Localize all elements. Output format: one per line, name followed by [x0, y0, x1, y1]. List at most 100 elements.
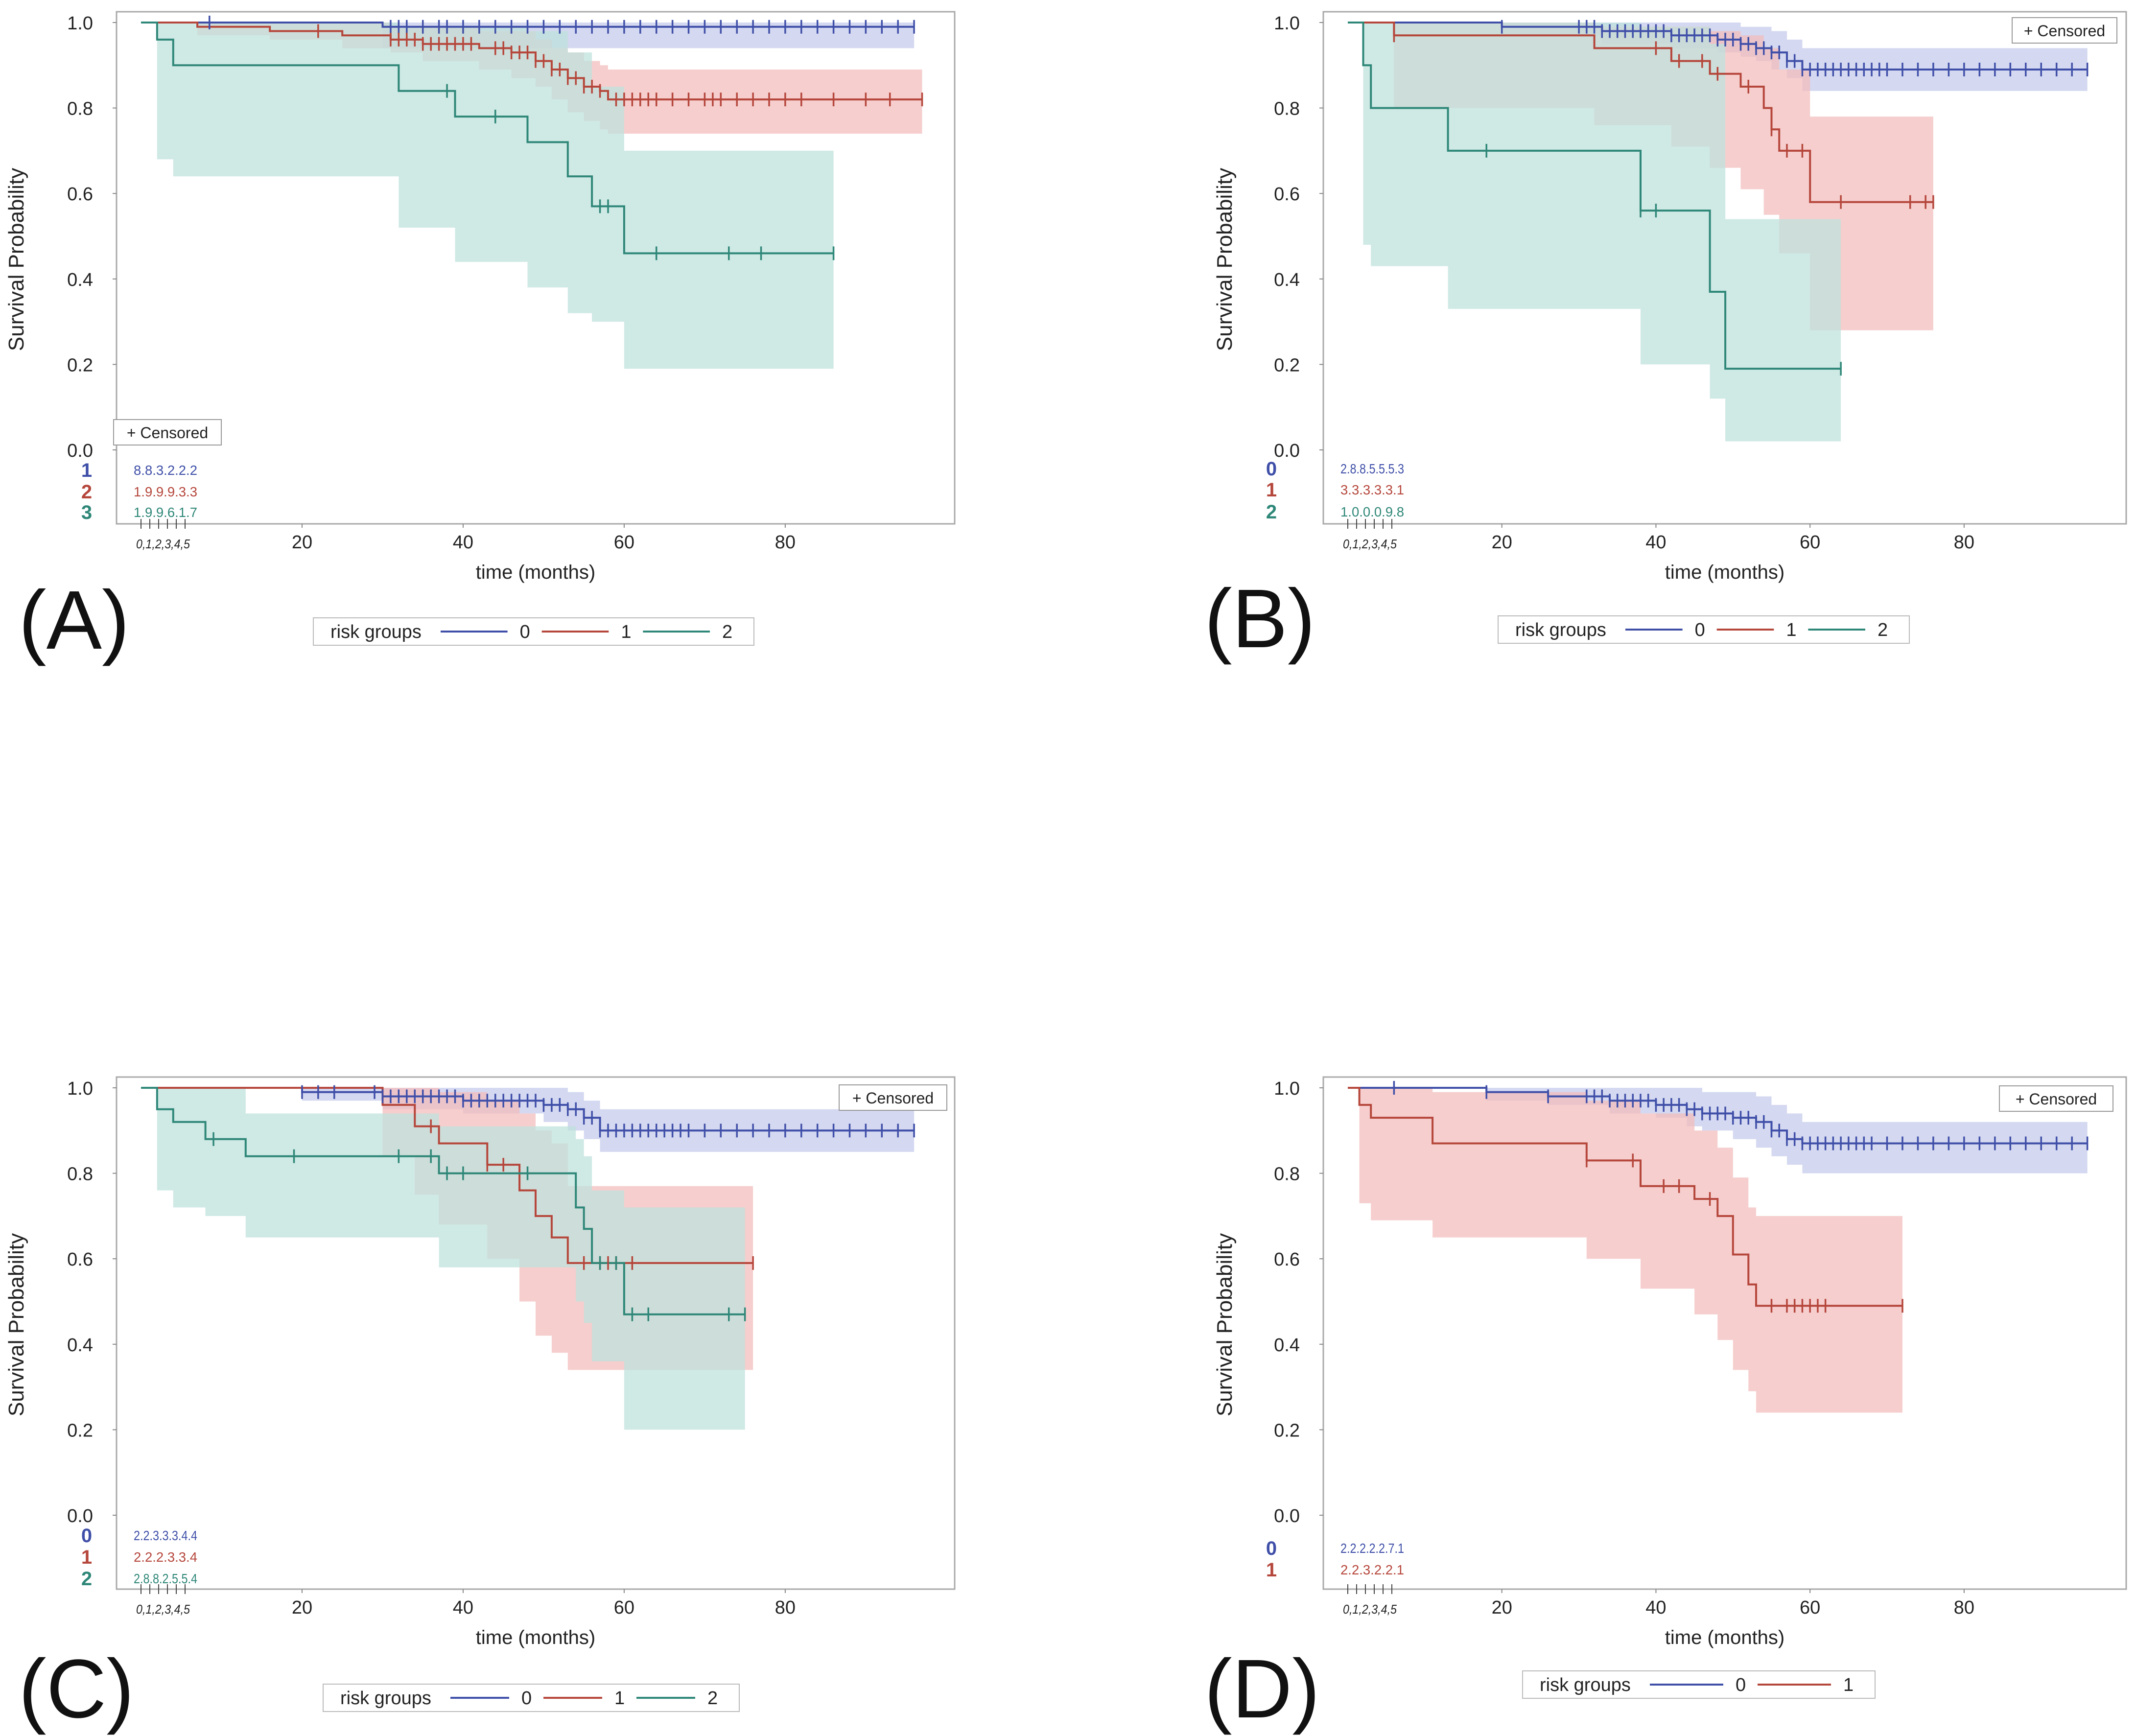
legend-label-series-1: 1	[621, 622, 631, 642]
survival-line-series-2	[141, 22, 834, 255]
y-tick-label: 0.4	[67, 1335, 93, 1356]
x-tick-label: 20	[292, 532, 312, 553]
x-tick-label: 40	[453, 532, 473, 553]
risk-table-numbers: 3.3.3.3.3.1	[1340, 482, 1404, 497]
survival-line-series-1	[1348, 22, 1933, 203]
panel-label: (A)	[19, 574, 130, 667]
risk-table-group-label: 1	[81, 460, 92, 481]
y-axis-label: Survival Probability	[1213, 168, 1237, 351]
y-tick-label: 1.0	[67, 13, 93, 34]
x-tick-label: 20	[1492, 1597, 1512, 1618]
x-tick-label-crowded: 0,1,2,3,4,5	[1343, 1602, 1397, 1617]
censored-legend-box	[113, 419, 222, 446]
risk-table-numbers: 1.9.9.6.1.7	[134, 505, 197, 520]
x-tick-label: 40	[1645, 532, 1666, 553]
x-tick-label: 80	[775, 1597, 796, 1618]
risk-table-group-label: 1	[1266, 479, 1277, 501]
risk-table-numbers: 2.2.2.2.2.7.1	[1340, 1541, 1404, 1556]
y-tick-label: 0.6	[1274, 184, 1300, 205]
legend-label-series-0: 0	[520, 622, 530, 642]
risk-table-numbers: 8.8.3.2.2.2	[134, 463, 197, 478]
x-tick-label-crowded: 0,1,2,3,4,5	[1343, 537, 1397, 551]
y-tick-label: 0.8	[67, 1164, 93, 1185]
x-tick-label: 20	[292, 1597, 312, 1618]
risk-table-group-label: 0	[1266, 1538, 1277, 1559]
censored-legend-box	[1999, 1085, 2113, 1112]
x-tick-label: 60	[614, 1597, 634, 1618]
legend-label-series-1: 1	[1843, 1675, 1854, 1695]
panel-label: (B)	[1204, 572, 1315, 665]
risk-table-numbers: 2.8.8.5.5.5.3	[1340, 461, 1404, 476]
x-tick-label: 60	[614, 532, 634, 553]
censored-legend-text: + Censored	[2016, 1090, 2097, 1108]
y-tick-label: 0.8	[67, 99, 93, 119]
x-axis-label: time (months)	[476, 562, 596, 583]
y-tick-label: 0.2	[67, 355, 93, 375]
x-tick-label: 80	[775, 532, 796, 553]
legend-title: risk groups	[1540, 1675, 1631, 1695]
x-tick-label: 40	[1645, 1597, 1666, 1618]
y-tick-label: 0.6	[67, 1249, 93, 1270]
crowded-tick-labels: 0,1,2,3,4,5	[136, 1584, 190, 1617]
x-tick-label: 80	[1954, 1597, 1974, 1618]
y-tick-label: 0.8	[1274, 99, 1300, 119]
x-tick-label: 80	[1954, 532, 1974, 553]
ci-band-series-2	[1348, 23, 1841, 442]
risk-table-numbers: 2.8.8.2.5.5.4	[134, 1571, 197, 1586]
y-tick-label: 0.6	[1274, 1249, 1300, 1270]
risk-table-numbers: 2.2.2.3.3.4	[134, 1549, 197, 1565]
crowded-tick-labels: 0,1,2,3,4,5	[1343, 1584, 1397, 1617]
y-tick-label: 0.2	[1274, 1420, 1300, 1441]
legend-title: risk groups	[340, 1688, 431, 1709]
risk-table-group-label: 3	[81, 502, 92, 523]
y-tick-label: 1.0	[67, 1079, 93, 1099]
x-tick-label: 60	[1800, 532, 1820, 553]
y-tick-label: 0.4	[1274, 1335, 1300, 1356]
risk-table-numbers: 2.2.3.3.3.4.4	[134, 1528, 197, 1543]
ci-band-series-0	[1348, 1088, 2088, 1173]
survival-line-series-2	[1348, 22, 1841, 370]
x-tick-label: 60	[1800, 1597, 1820, 1618]
y-tick-label: 0.8	[1274, 1164, 1300, 1185]
legend-label-series-2: 2	[1878, 620, 1888, 640]
risk-table-numbers: 2.2.3.2.2.1	[1340, 1562, 1404, 1577]
legend-label-series-2: 2	[707, 1688, 718, 1709]
risk-table-group-label: 0	[81, 1525, 92, 1547]
legend-title: risk groups	[1515, 620, 1606, 640]
legend-label-series-1: 1	[1786, 620, 1796, 640]
panel-d: 0.0 0.2 0.4 0.6 0.8 1.0 20 40 60 80 0,1,2,3,4,5 tim…	[1204, 1076, 2127, 1736]
legend-label-series-0: 0	[1695, 620, 1705, 640]
x-axis-label: time (months)	[1665, 562, 1785, 583]
survival-line-series-2	[141, 1087, 745, 1315]
y-tick-label: 0.0	[1274, 1506, 1300, 1526]
x-axis-label: time (months)	[1665, 1627, 1785, 1648]
y-tick-label: 0.2	[1274, 355, 1300, 375]
censored-legend-text: + Censored	[852, 1089, 934, 1107]
y-tick-label: 0.4	[1274, 270, 1300, 290]
legend-label-series-0: 0	[521, 1688, 532, 1709]
crowded-tick-labels: 0,1,2,3,4,5	[1343, 519, 1397, 551]
y-tick-label: 0.0	[1274, 441, 1300, 461]
risk-table-group-label: 2	[81, 1568, 92, 1590]
risk-table-group-label: 2	[1266, 501, 1277, 523]
censored-legend-box	[839, 1084, 947, 1111]
x-tick-label: 40	[453, 1597, 473, 1618]
legend-title: risk groups	[330, 622, 422, 642]
y-tick-label: 0.2	[67, 1420, 93, 1441]
y-tick-label: 0.6	[67, 184, 93, 205]
y-tick-label: 0.0	[67, 1506, 93, 1526]
risk-table-numbers: 1.0.0.0.9.8	[1340, 504, 1404, 519]
censored-legend-text: + Censored	[127, 424, 208, 442]
panel-b: 0.00.20.40.60.81.020 40 60 800,1,2,3,4,5tim…	[1204, 11, 2127, 665]
x-axis-label: time (months)	[476, 1627, 596, 1648]
panel-label: (C)	[19, 1642, 134, 1736]
y-tick-label: 0.4	[67, 270, 93, 290]
risk-table-numbers: 1.9.9.9.3.3	[134, 484, 197, 499]
y-tick-label: 1.0	[1274, 13, 1300, 34]
x-tick-label-crowded: 0,1,2,3,4,5	[136, 1602, 190, 1617]
y-tick-label: 1.0	[1274, 1079, 1300, 1099]
legend-label-series-2: 2	[722, 622, 732, 642]
risk-table-group-label: 0	[1266, 458, 1277, 480]
ci-band-series-2	[141, 1088, 745, 1430]
